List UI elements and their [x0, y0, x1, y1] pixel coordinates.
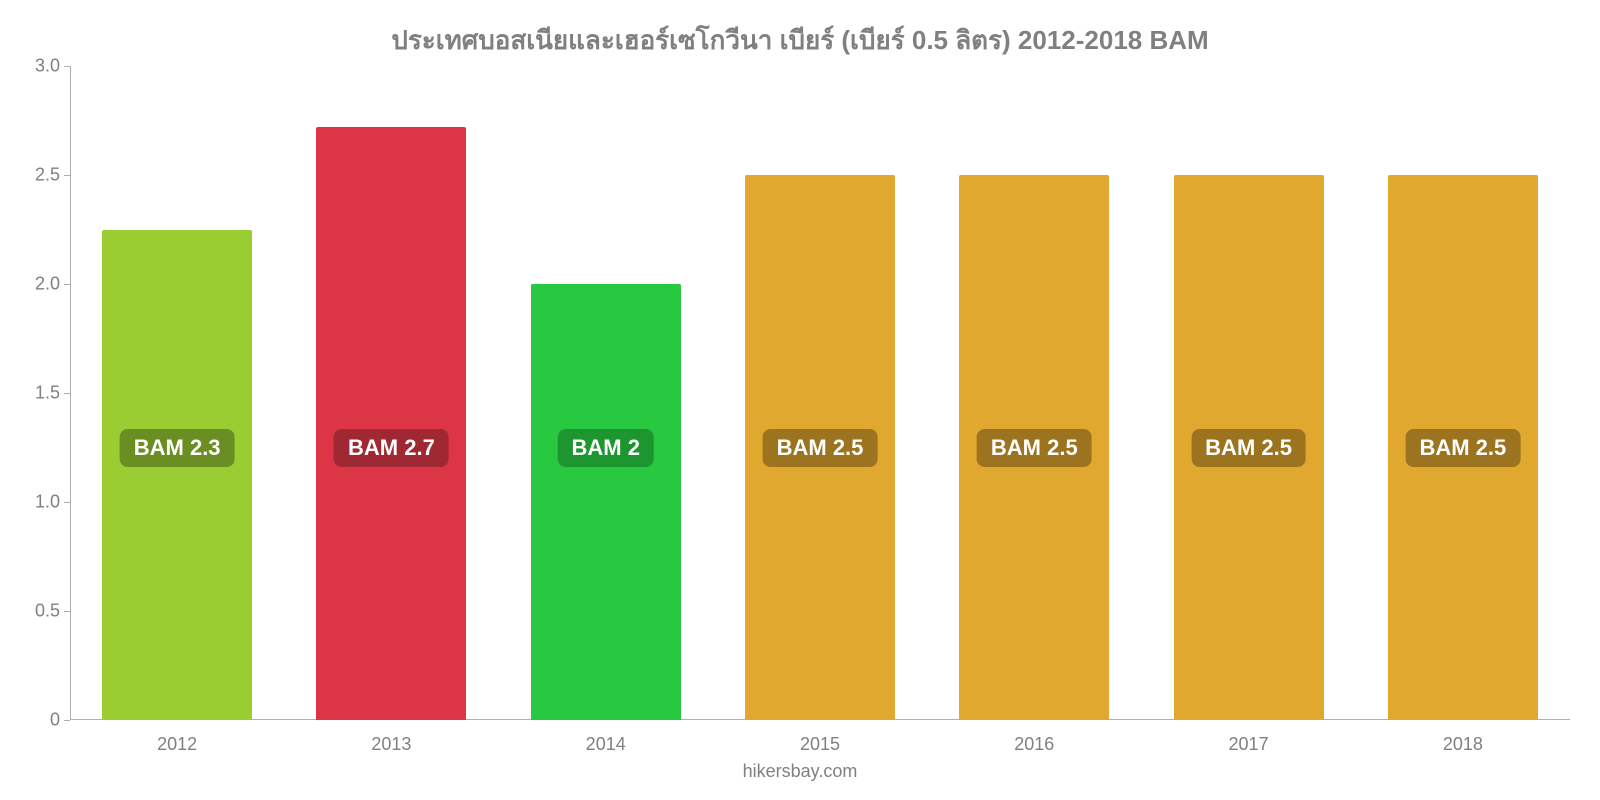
y-tick-label: 2.5 [35, 165, 70, 186]
y-tick-label: 1.0 [35, 492, 70, 513]
y-tick-label: 0 [50, 710, 70, 731]
bar [531, 284, 681, 720]
x-tick-label: 2012 [157, 720, 197, 755]
bar [316, 127, 466, 720]
chart-title: ประเทศบอสเนียและเฮอร์เซโกวีนา เบียร์ (เบ… [0, 20, 1600, 61]
y-tick-label: 1.5 [35, 383, 70, 404]
x-tick-label: 2014 [586, 720, 626, 755]
x-tick-label: 2017 [1229, 720, 1269, 755]
bar-value-label: BAM 2.5 [1405, 429, 1520, 467]
bar-value-label: BAM 2.5 [1191, 429, 1306, 467]
bar-value-label: BAM 2.3 [120, 429, 235, 467]
x-tick-label: 2015 [800, 720, 840, 755]
bar [102, 230, 252, 721]
x-tick-label: 2018 [1443, 720, 1483, 755]
bar-value-label: BAM 2.5 [977, 429, 1092, 467]
bar-value-label: BAM 2.7 [334, 429, 449, 467]
y-tick-label: 3.0 [35, 56, 70, 77]
y-tick-label: 0.5 [35, 601, 70, 622]
bar-value-label: BAM 2 [557, 429, 653, 467]
attribution-text: hikersbay.com [0, 761, 1600, 782]
chart-container: ประเทศบอสเนียและเฮอร์เซโกวีนา เบียร์ (เบ… [0, 0, 1600, 800]
bar-value-label: BAM 2.5 [763, 429, 878, 467]
y-tick-label: 2.0 [35, 274, 70, 295]
x-tick-label: 2013 [371, 720, 411, 755]
x-tick-label: 2016 [1014, 720, 1054, 755]
plot-area: 00.51.01.52.02.53.0BAM 2.32012BAM 2.7201… [70, 66, 1570, 720]
